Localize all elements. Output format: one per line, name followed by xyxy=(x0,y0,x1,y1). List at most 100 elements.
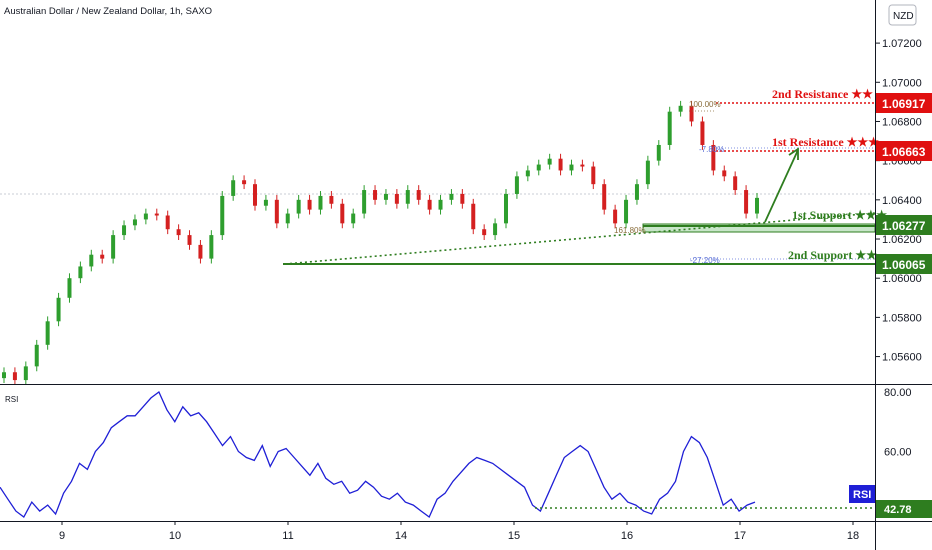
x-axis-ticks: 9 10 11 14 15 16 17 18 xyxy=(59,521,859,542)
candle-body xyxy=(165,215,170,230)
candle-body xyxy=(34,344,39,367)
candle-body xyxy=(89,254,94,267)
currency-badge[interactable] xyxy=(888,4,917,26)
rsi-pane-label: RSI xyxy=(5,395,18,404)
candle-body xyxy=(56,297,61,322)
candle-body xyxy=(667,111,672,145)
candle-body xyxy=(2,372,6,379)
fib-label-neg7: -7.80% xyxy=(699,145,724,154)
candle-body xyxy=(460,193,465,204)
candle-body xyxy=(122,225,127,236)
rsi-series xyxy=(0,390,756,519)
candle-body xyxy=(318,195,323,210)
candle-body xyxy=(689,105,694,122)
candle-body xyxy=(176,229,181,236)
candle-body xyxy=(231,180,236,196)
x-tick-label: 10 xyxy=(169,530,181,542)
candle-body xyxy=(154,213,159,216)
candle-body xyxy=(187,235,192,245)
y-tick-label: 1.05600 xyxy=(882,352,922,364)
fib-label-100: 100.00% xyxy=(689,100,721,109)
candle-body xyxy=(449,193,454,200)
candle-body xyxy=(645,160,650,185)
y-tick-label: 1.07200 xyxy=(882,38,922,50)
y-tick-label: 1.06200 xyxy=(882,234,922,246)
x-tick-label: 11 xyxy=(282,530,293,542)
candle-body xyxy=(536,164,541,171)
candle-body xyxy=(613,209,618,224)
candle-body xyxy=(220,195,225,236)
y-tick-label: 1.06400 xyxy=(882,195,922,207)
rsi-y-tick-label: 80.00 xyxy=(884,387,912,399)
candle-body xyxy=(111,235,116,259)
candle-body xyxy=(700,121,705,145)
rsi-value-badge xyxy=(876,500,932,518)
candle-body xyxy=(558,158,563,171)
candle-body xyxy=(373,190,378,200)
candle-body xyxy=(722,170,727,177)
candle-body xyxy=(678,105,683,112)
chart-title: Australian Dollar / New Zealand Dollar, … xyxy=(4,6,212,17)
candle-body xyxy=(427,199,432,210)
rsi-line xyxy=(0,390,756,519)
support-2-badge xyxy=(876,254,932,274)
candle-body xyxy=(307,199,312,210)
candlestick-series xyxy=(2,100,759,385)
x-tick-label: 16 xyxy=(621,530,633,542)
candle-body xyxy=(733,176,738,191)
x-tick-label: 9 xyxy=(59,530,65,542)
y-tick-label: 1.05800 xyxy=(882,312,922,324)
candle-body xyxy=(132,219,137,226)
candle-body xyxy=(471,203,476,230)
candle-body xyxy=(23,366,28,381)
candle-body xyxy=(656,144,661,161)
candle-body xyxy=(362,190,367,214)
rsi-name-badge-text: RSI xyxy=(853,489,871,501)
candle-body xyxy=(100,254,105,259)
candle-body xyxy=(482,229,487,236)
candle-body xyxy=(624,199,629,224)
resistance-1-title: 1st Resistance ★★★ xyxy=(772,135,879,149)
candle-body xyxy=(285,213,290,224)
y-tick-label: 1.07000 xyxy=(882,77,922,89)
candle-body xyxy=(351,213,356,224)
fib-label-161: 161.80% xyxy=(614,226,646,235)
fib-label-neg27: -27.20% xyxy=(690,256,720,265)
candle-body xyxy=(242,180,247,185)
candle-body xyxy=(12,372,17,381)
x-tick-label: 14 xyxy=(395,530,407,542)
candle-body xyxy=(143,213,148,220)
candle-body xyxy=(383,193,388,200)
projection-arrow-line xyxy=(764,149,799,223)
projection-arrow-head xyxy=(788,147,799,160)
x-tick-label: 17 xyxy=(734,530,746,542)
candle-body xyxy=(198,244,203,259)
candle-body xyxy=(744,190,749,214)
ascending-trendline xyxy=(284,212,876,265)
resistance-1-badge xyxy=(876,141,932,161)
y-tick-label: 1.06800 xyxy=(882,116,922,128)
candle-body xyxy=(755,197,759,214)
resistance-2-value: 1.06917 xyxy=(882,97,926,111)
candle-body xyxy=(340,203,345,224)
support-1-badge xyxy=(876,215,932,235)
candle-body xyxy=(263,199,268,206)
rsi-y-tick-label: 60.00 xyxy=(884,447,912,459)
candle-body xyxy=(329,195,334,204)
candle-body xyxy=(253,184,257,206)
resistance-1-value: 1.06663 xyxy=(882,145,926,159)
candle-body xyxy=(547,158,552,165)
candle-body xyxy=(78,266,83,279)
candle-body xyxy=(602,184,607,210)
candle-body xyxy=(394,193,399,204)
candle-body xyxy=(711,144,716,171)
candle-body xyxy=(67,278,72,298)
candle-body xyxy=(274,199,279,224)
candle-body xyxy=(45,321,50,345)
candle-body xyxy=(580,164,585,167)
support-2-title: 2nd Support ★★ xyxy=(788,248,877,262)
x-tick-label: 15 xyxy=(508,530,520,542)
resistance-2-title: 2nd Resistance ★★ xyxy=(772,87,873,101)
